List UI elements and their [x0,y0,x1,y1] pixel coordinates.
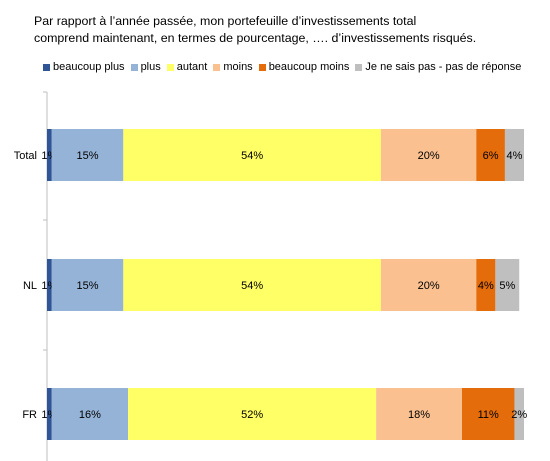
legend-label: plus [140,61,161,73]
legend-item-autant: autant [166,61,208,73]
bar-segment [51,259,124,311]
legend-label: Je ne sais pas - pas de réponse [365,61,522,73]
category-label: Total [14,150,37,162]
bar-segment [476,259,496,311]
bar-segment [51,129,124,181]
data-label: 11% [478,409,499,421]
bar-segment [51,388,129,440]
bar-segment [123,259,381,311]
bar-segment [514,388,524,440]
legend-item-beaucoup-moins: beaucoup moins [258,61,350,73]
data-label: 52% [241,409,263,421]
bar-segment [380,129,477,181]
legend-label: autant [176,61,208,73]
data-label: 16% [79,409,101,421]
chart-title-line-1: Par rapport à l’année passée, mon portef… [34,14,417,28]
legend-label: moins [223,61,253,73]
bar-segment [47,388,52,440]
legend-item-ne-sais-pas: Je ne sais pas - pas de réponse [355,61,521,73]
legend-swatch [130,63,138,71]
data-label: 6% [483,150,499,162]
legend-item-beaucoup-plus: beaucoup plus [43,61,125,73]
data-label: 15% [77,280,99,292]
data-label: 20% [418,150,440,162]
legend-swatch [166,63,174,71]
bar-segment [476,129,505,181]
legend-item-moins: moins [213,61,253,73]
chart-title: Par rapport à l’année passée, mon portef… [34,13,534,47]
data-label: 54% [241,280,263,292]
chart-legend: beaucoup plus plus autant moins beaucoup… [43,60,527,74]
bar-segment [461,388,515,440]
legend-swatch [43,63,50,71]
bar-segment [380,259,477,311]
data-label: 18% [408,409,430,421]
bar-segment [47,129,52,181]
category-label: FR [22,409,37,421]
bar-segment [376,388,462,440]
bar-segment [128,388,377,440]
data-label: 20% [418,280,440,292]
legend-label: beaucoup moins [268,61,350,73]
data-label: 54% [241,150,263,162]
chart-title-line-2: comprend maintenant, en termes de pource… [34,31,477,45]
legend-swatch [355,63,363,71]
legend-swatch [258,63,266,71]
category-label: NL [23,280,37,292]
bar-segment [495,259,520,311]
data-label: 4% [507,150,523,162]
legend-item-plus: plus [130,61,161,73]
data-label: 4% [478,280,494,292]
data-label: 2% [511,409,527,421]
bar-segment [123,129,381,181]
data-label: 15% [77,150,99,162]
legend-swatch [213,63,221,71]
data-label: 5% [499,280,515,292]
legend-label: beaucoup plus [53,61,125,73]
bar-segment [504,129,524,181]
bar-segment [47,259,52,311]
